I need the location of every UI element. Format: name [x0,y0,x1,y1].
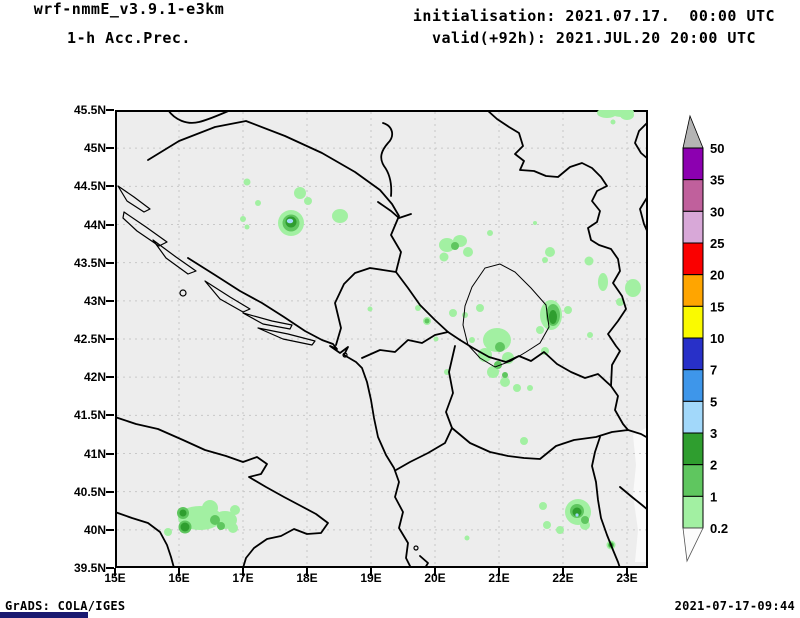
colorbar-segment [682,147,704,181]
adriatic-coast [187,257,412,569]
lat-tick-label: 43N [83,293,106,308]
colorbar-segment [682,432,704,466]
colorbar-label: 20 [710,268,724,283]
colorbar-label: 3 [710,426,717,441]
lat-tick-label: 39.5N [73,561,106,575]
colorbar-segment [682,274,704,307]
colorbar: 50 35 30 25 20 15 10 7 5 3 2 1 0.2 [682,114,728,563]
lat-tick [106,338,114,340]
colorbar-above-arrow [682,114,704,149]
grid-lines [117,112,646,566]
colorbar-label: 25 [710,236,724,251]
lat-tick-label: 41.5N [73,408,106,423]
lat-tick-label: 45.5N [73,103,106,117]
lon-tick [434,568,436,576]
colorbar-label: 0.2 [710,521,728,536]
lon-tick-label: 19E [360,571,382,585]
lon-tick-label: 15E [104,571,126,585]
lon-tick [370,568,372,576]
colorbar-segment [682,210,704,244]
colorbar-label: 15 [710,299,724,314]
colorbar-segment [682,464,704,497]
country-borders [114,109,649,569]
lat-tick-label: 42.5N [73,332,106,346]
colorbar-label: 35 [710,173,724,188]
lon-tick [178,568,180,576]
lat-tick-label: 45N [83,141,106,156]
lat-tick [106,299,114,302]
colorbar-label: 7 [710,363,717,378]
lat-tick-label: 44N [83,217,106,232]
lat-tick [106,567,114,569]
colorbar-segment [682,179,704,212]
lon-tick-label: 16E [168,571,190,585]
lat-tick [106,376,114,379]
lat-tick [106,147,114,150]
lon-tick-label: 20E [424,571,446,585]
colorbar-segment [682,242,704,276]
colorbar-label: 5 [710,394,717,409]
lon-tick [562,568,564,576]
model-title: wrf-nmmE_v3.9.1-e3km [33,0,225,18]
lat-tick [106,414,114,417]
colorbar-segment [682,495,704,529]
lon-tick-label: 17E [232,571,254,585]
lat-tick-label: 40.5N [73,484,106,499]
lat-tick-label: 40N [83,522,106,537]
kosovo-border [462,263,550,368]
lat-tick [106,528,114,531]
lat-tick [106,109,114,111]
lat-tick-label: 44.5N [73,179,106,194]
colorbar-label: 50 [710,141,724,156]
colorbar-segment [682,369,704,402]
lat-tick-label: 43.5N [73,255,106,270]
istria-coast [167,109,232,124]
map-frame [114,107,649,569]
lat-tick [106,490,114,493]
valid-time-label: valid(+92h): 2021.JUL.20 20:00 UTC [431,29,757,47]
lon-tick-label: 23E [616,571,638,585]
sea-area [633,428,646,562]
lat-tick [106,185,114,188]
lat-tick [106,261,114,264]
precip-blob-core [286,218,579,517]
lon-tick-label: 21E [488,571,510,585]
lon-tick [626,568,628,576]
lon-tick [306,568,308,576]
lon-tick [498,568,500,576]
aegean-coast [591,436,621,569]
lon-tick-label: 18E [296,571,318,585]
lat-tick-label: 42N [83,370,106,385]
lat-tick [106,223,114,226]
lon-tick [114,568,116,576]
field-title: 1-h Acc.Prec. [67,29,191,47]
colorbar-segment [682,337,704,371]
colorbar-label: 1 [710,489,717,504]
init-time-label: initialisation: 2021.07.17. 00:00 UTC [412,7,776,25]
map-canvas [114,107,649,569]
colorbar-segment [682,400,704,434]
lat-tick [106,452,114,455]
italy-coast [114,416,329,569]
lon-tick [242,568,244,576]
bottom-left-bar [0,612,88,618]
colorbar-label: 30 [710,204,724,219]
colorbar-segment [682,305,704,339]
colorbar-label: 2 [710,458,717,473]
grads-credit: GrADS: COLA/IGES [5,599,126,613]
colorbar-below-arrow [682,527,704,563]
lat-tick-label: 41N [83,446,106,461]
colorbar-label: 10 [710,331,724,346]
creation-timestamp: 2021-07-17-09:44 [674,599,795,613]
adriatic-islands [117,185,419,551]
lon-tick-label: 22E [552,571,574,585]
